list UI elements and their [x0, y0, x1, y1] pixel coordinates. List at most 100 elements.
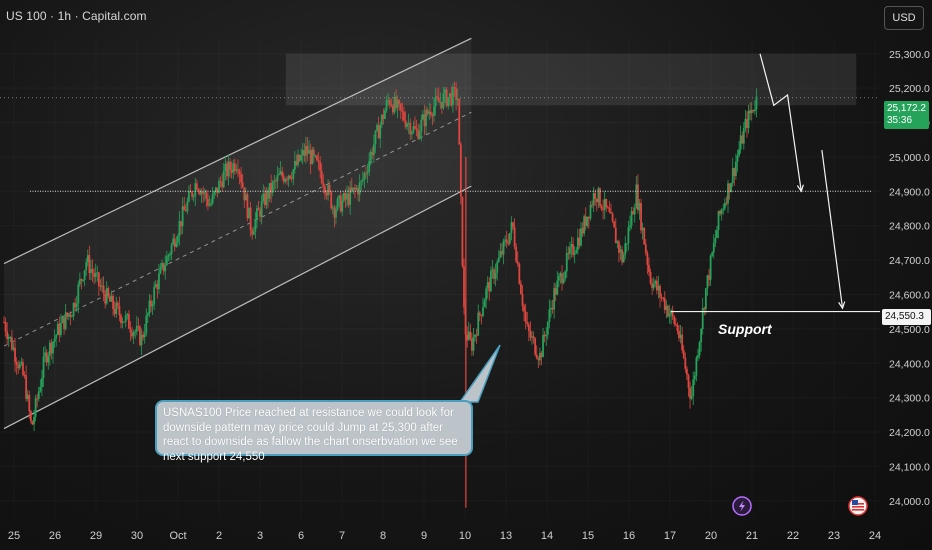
candle-body — [649, 271, 652, 284]
candle-body — [676, 324, 679, 331]
channel-lower-line — [3, 185, 472, 430]
candle-body — [354, 187, 356, 190]
candle-body — [627, 227, 630, 244]
candle-body — [34, 398, 37, 417]
candle-body — [233, 163, 236, 171]
candle-body — [387, 99, 390, 101]
candle-body — [249, 207, 252, 231]
candle-body — [557, 276, 560, 281]
candle-body — [739, 135, 742, 150]
candle-body — [208, 204, 211, 206]
candle-body — [284, 179, 287, 182]
candle-body — [56, 323, 59, 336]
candle-body — [86, 255, 89, 263]
candle-body — [404, 120, 407, 127]
candle-body — [94, 273, 97, 277]
candle-body — [668, 314, 671, 317]
us-flag-icon[interactable] — [848, 496, 868, 516]
candle-body — [305, 146, 307, 156]
candle-body — [599, 188, 601, 206]
candle-body — [537, 358, 540, 361]
candle-body — [71, 316, 73, 318]
candle-body — [613, 221, 616, 228]
candle-body — [22, 362, 24, 375]
candle-body — [279, 171, 282, 174]
analysis-callout[interactable]: USNAS100 Price reached at resistance we … — [155, 400, 473, 463]
candle-body — [150, 300, 152, 307]
candle-body — [704, 288, 707, 310]
candle-body — [570, 244, 573, 248]
candle-body — [251, 230, 254, 235]
candle-body — [755, 96, 758, 110]
candle-body — [396, 100, 399, 108]
candle-body — [63, 317, 65, 330]
candle-body — [145, 315, 148, 334]
lightning-icon[interactable] — [732, 496, 752, 516]
candle-body — [139, 326, 141, 346]
candle-body — [320, 171, 323, 183]
candle-body — [499, 251, 502, 258]
candle-body — [257, 208, 260, 211]
candle-body — [83, 270, 86, 281]
candle-body — [373, 144, 375, 156]
event-icons — [732, 496, 868, 516]
candle-body — [346, 193, 348, 200]
candle-body — [689, 387, 691, 399]
currency-selector[interactable]: USD — [884, 6, 924, 30]
time-axis[interactable]: 25 26 29 30 Oct 2 3 6 7 8 9 10 13 14 15 16 17 20 21 22 23 24 — [8, 530, 881, 542]
candle-body — [143, 333, 146, 338]
time-tick-label: 17 — [664, 530, 676, 542]
candle-body — [698, 342, 701, 356]
candle-body — [207, 198, 209, 206]
candle-body — [682, 350, 685, 358]
candle-body — [3, 321, 5, 323]
candle-body — [553, 288, 556, 310]
candle-body — [129, 328, 132, 333]
candle-body — [116, 302, 119, 306]
candle-body — [448, 93, 451, 98]
price-tick-label: 24,000.0 — [889, 496, 930, 508]
candle-body — [622, 254, 625, 263]
candle-body — [640, 202, 642, 231]
candle-body — [502, 240, 505, 255]
candle-body — [213, 191, 216, 195]
candle-body — [222, 170, 225, 188]
candle-body — [660, 297, 663, 299]
candle-body — [374, 130, 377, 145]
candle-body — [564, 271, 567, 279]
candle-body — [445, 89, 448, 106]
candle-body — [18, 363, 21, 369]
candle-body — [82, 280, 84, 282]
candle-body — [621, 249, 623, 263]
candle-body — [97, 272, 100, 286]
time-tick-label: Oct — [169, 530, 186, 542]
candle-body — [342, 193, 345, 201]
candle-body — [505, 239, 508, 244]
candle-body — [403, 111, 405, 121]
candle-body — [308, 150, 310, 154]
candle-body — [7, 337, 10, 339]
candle-body — [339, 195, 342, 212]
candle-body — [325, 193, 328, 196]
candle-body — [630, 211, 633, 226]
candle-body — [151, 304, 154, 307]
candle-body — [610, 212, 612, 214]
candle-body — [701, 308, 704, 330]
candle-body — [165, 256, 168, 266]
candle-body — [578, 237, 581, 246]
price-tick-label: 25,300.0 — [889, 49, 930, 61]
candle-body — [183, 206, 186, 211]
candle-body — [697, 355, 699, 358]
candle-body — [447, 97, 450, 106]
candle-body — [120, 315, 122, 324]
candle-body — [159, 267, 162, 274]
time-tick-label: 7 — [339, 530, 345, 542]
candle-body — [281, 171, 284, 177]
candle-body — [592, 193, 595, 206]
candle-body — [635, 184, 638, 209]
candle-body — [123, 321, 126, 323]
candle-body — [561, 273, 563, 284]
time-tick-label: 16 — [623, 530, 635, 542]
candle-body — [417, 130, 420, 139]
